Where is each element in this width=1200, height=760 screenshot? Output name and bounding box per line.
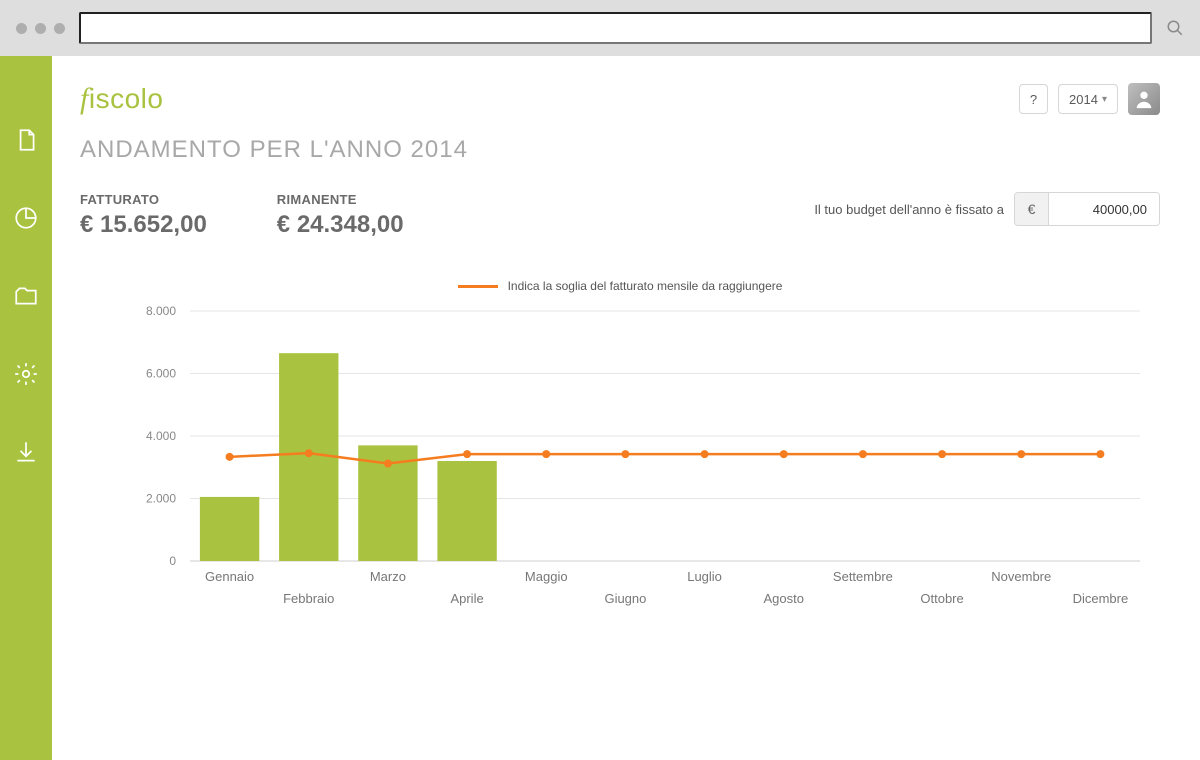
- svg-text:4.000: 4.000: [146, 429, 176, 443]
- svg-text:Febbraio: Febbraio: [283, 591, 334, 606]
- budget-text: Il tuo budget dell'anno è fissato a: [814, 202, 1004, 217]
- window-dot: [35, 23, 46, 34]
- legend-text: Indica la soglia del fatturato mensile d…: [508, 279, 783, 293]
- sidebar: [0, 56, 52, 760]
- topbar: fiscolo ? 2014 ▾: [80, 82, 1160, 116]
- budget-block: Il tuo budget dell'anno è fissato a €: [814, 192, 1160, 226]
- logo-text: iscolo: [89, 83, 164, 114]
- svg-text:Agosto: Agosto: [764, 591, 804, 606]
- svg-text:Novembre: Novembre: [991, 569, 1051, 584]
- sidebar-item-analytics[interactable]: [0, 194, 52, 242]
- revenue-chart: 0 2.000 4.000 6.000 8.000 Gennaio Febbraio Marz…: [80, 301, 1160, 641]
- window-dots: [16, 23, 65, 34]
- year-select[interactable]: 2014 ▾: [1058, 84, 1118, 114]
- legend-swatch: [458, 285, 498, 288]
- stat-label: RIMANENTE: [277, 192, 404, 207]
- currency-addon: €: [1015, 193, 1049, 225]
- svg-text:Luglio: Luglio: [687, 569, 722, 584]
- svg-text:Aprile: Aprile: [450, 591, 483, 606]
- svg-text:6.000: 6.000: [146, 367, 176, 381]
- window-dot: [16, 23, 27, 34]
- svg-text:Dicembre: Dicembre: [1073, 591, 1129, 606]
- svg-text:Settembre: Settembre: [833, 569, 893, 584]
- chart-legend: Indica la soglia del fatturato mensile d…: [80, 279, 1160, 293]
- svg-text:2.000: 2.000: [146, 492, 176, 506]
- search-icon[interactable]: [1166, 19, 1184, 37]
- svg-text:Giugno: Giugno: [604, 591, 646, 606]
- main-content: fiscolo ? 2014 ▾ ANDAMENTO PER L'ANNO 201…: [52, 56, 1200, 760]
- stat-value: € 24.348,00: [277, 211, 404, 239]
- window-dot: [54, 23, 65, 34]
- year-label: 2014: [1069, 92, 1098, 107]
- svg-text:Maggio: Maggio: [525, 569, 568, 584]
- sidebar-item-folder[interactable]: [0, 272, 52, 320]
- url-bar[interactable]: [79, 12, 1152, 44]
- sidebar-item-download[interactable]: [0, 428, 52, 476]
- page-title: ANDAMENTO PER L'ANNO 2014: [80, 136, 1160, 164]
- svg-text:8.000: 8.000: [146, 304, 176, 318]
- budget-input-group: €: [1014, 192, 1160, 226]
- budget-input[interactable]: [1049, 193, 1159, 225]
- svg-text:0: 0: [169, 554, 176, 568]
- svg-text:Marzo: Marzo: [370, 569, 406, 584]
- browser-chrome: [0, 0, 1200, 56]
- svg-text:Ottobre: Ottobre: [920, 591, 963, 606]
- chevron-down-icon: ▾: [1102, 94, 1107, 105]
- help-button[interactable]: ?: [1019, 84, 1048, 114]
- stats-row: FATTURATO € 15.652,00 RIMANENTE € 24.348…: [80, 192, 1160, 239]
- stat-fatturato: FATTURATO € 15.652,00: [80, 192, 207, 239]
- svg-text:Gennaio: Gennaio: [205, 569, 254, 584]
- top-controls: ? 2014 ▾: [1019, 83, 1160, 115]
- logo: fiscolo: [80, 82, 163, 116]
- sidebar-item-documents[interactable]: [0, 116, 52, 164]
- avatar[interactable]: [1128, 83, 1160, 115]
- stat-rimanente: RIMANENTE € 24.348,00: [277, 192, 404, 239]
- sidebar-item-settings[interactable]: [0, 350, 52, 398]
- stat-label: FATTURATO: [80, 192, 207, 207]
- stat-value: € 15.652,00: [80, 211, 207, 239]
